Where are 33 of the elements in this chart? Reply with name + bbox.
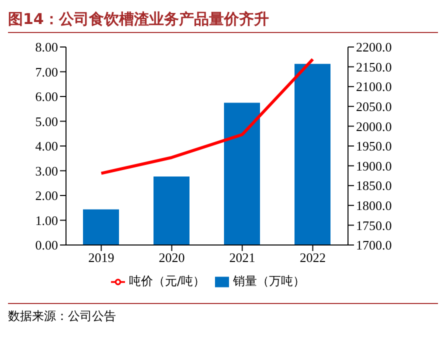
line-series (100, 58, 314, 175)
y2-tick-label: 2200.0 (356, 40, 392, 55)
y-tick-label: 8.00 (35, 40, 58, 55)
chart-title: 图14：公司食饮槽渣业务产品量价齐升 (8, 8, 438, 33)
y2-tick-label: 2150.0 (356, 59, 392, 74)
y2-tick-label: 1700.0 (356, 238, 392, 253)
x-tick-label: 2021 (229, 250, 256, 266)
y-tick-label: 5.00 (35, 114, 58, 129)
x-tick-label: 2022 (300, 250, 326, 266)
y2-tick-label: 1850.0 (356, 178, 392, 194)
y2-tick-label: 2050.0 (356, 99, 392, 114)
source-note: 数据来源：公司公告 (8, 308, 117, 325)
y2-tick-label: 1750.0 (356, 218, 392, 233)
y-tick-label: 2.00 (35, 188, 58, 204)
bar (83, 209, 119, 245)
y2-tick-label: 1800.0 (356, 198, 392, 214)
bar (154, 176, 190, 245)
y2-tick-label: 1900.0 (356, 158, 392, 174)
y2-tick-label: 2100.0 (356, 79, 392, 94)
y-tick-label: 7.00 (35, 64, 58, 80)
y-tick-label: 4.00 (35, 138, 58, 154)
x-tick-label: 2020 (158, 250, 185, 266)
y-tick-label: 0.00 (35, 238, 58, 253)
y-tick-label: 6.00 (35, 89, 58, 104)
bar (224, 102, 260, 245)
x-tick-label: 2019 (88, 250, 114, 266)
y-tick-label: 1.00 (35, 212, 58, 228)
y2-tick-label: 1950.0 (356, 138, 392, 154)
legend-label: 销量（万吨） (233, 274, 306, 288)
bar (294, 64, 330, 245)
y2-tick-label: 2000.0 (356, 118, 392, 134)
y-tick-label: 3.00 (35, 163, 58, 178)
legend-label: 吨价（元/吨） (128, 274, 206, 288)
